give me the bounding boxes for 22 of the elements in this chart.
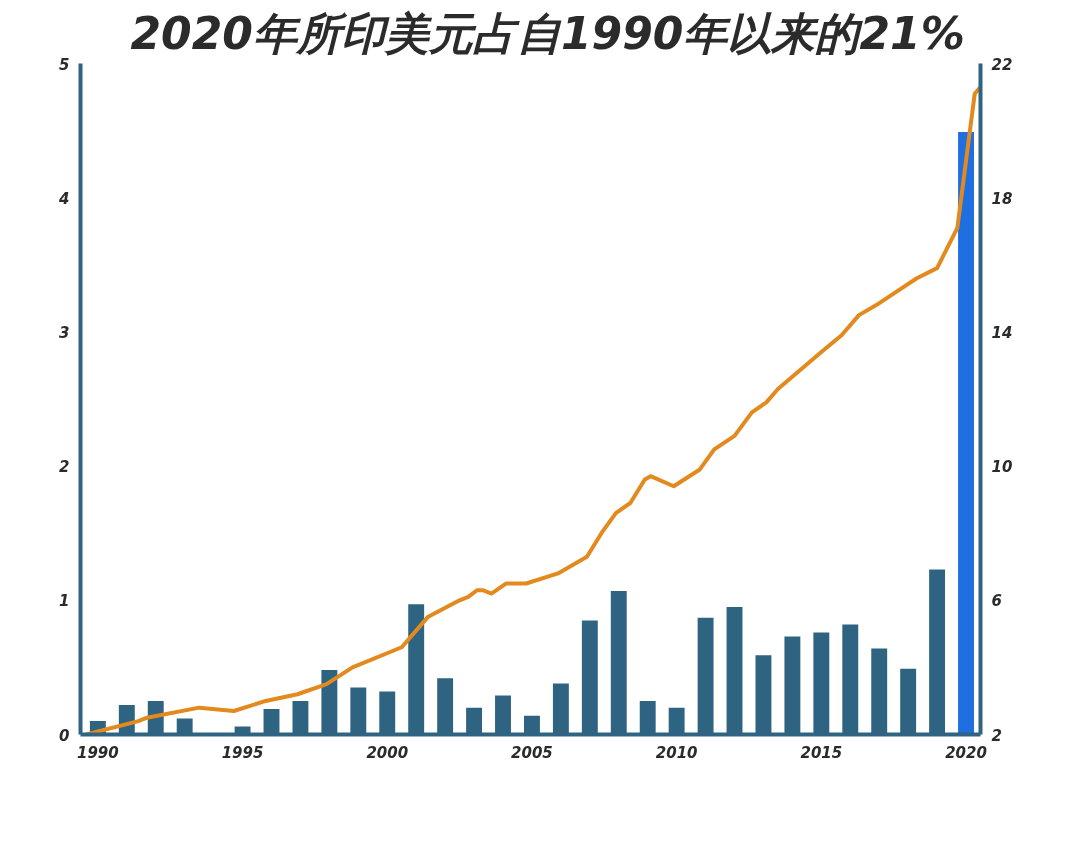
x-tick-label: 2010 xyxy=(655,743,698,762)
y2-tick-label: 22 xyxy=(991,55,1013,74)
y-tick-label: 3 xyxy=(59,323,70,342)
y2-tick-label: 18 xyxy=(991,189,1013,208)
x-tick-label: 2000 xyxy=(366,743,409,762)
bar xyxy=(958,131,974,735)
y2-tick-label: 10 xyxy=(991,458,1013,477)
y-tick-label: 2 xyxy=(59,458,70,477)
y-tick-label: 4 xyxy=(58,189,70,208)
line-series xyxy=(84,84,981,735)
y-tick-label: 0 xyxy=(59,726,70,745)
y-tick-label: 5 xyxy=(59,55,70,74)
x-tick-label: 1990 xyxy=(76,743,119,762)
y2-tick-label: 14 xyxy=(991,323,1013,342)
y2-tick-label: 6 xyxy=(991,592,1002,611)
y-tick-label: 1 xyxy=(59,592,70,611)
x-tick-label: 1995 xyxy=(221,743,264,762)
x-tick-label: 2020 xyxy=(945,743,987,762)
x-tick-label: 2005 xyxy=(511,743,553,762)
y2-tick-label: 2 xyxy=(991,726,1002,745)
chart-title: 2020年所印美元占自1990年以来的21% xyxy=(130,7,965,59)
x-tick-label: 2015 xyxy=(800,743,843,762)
